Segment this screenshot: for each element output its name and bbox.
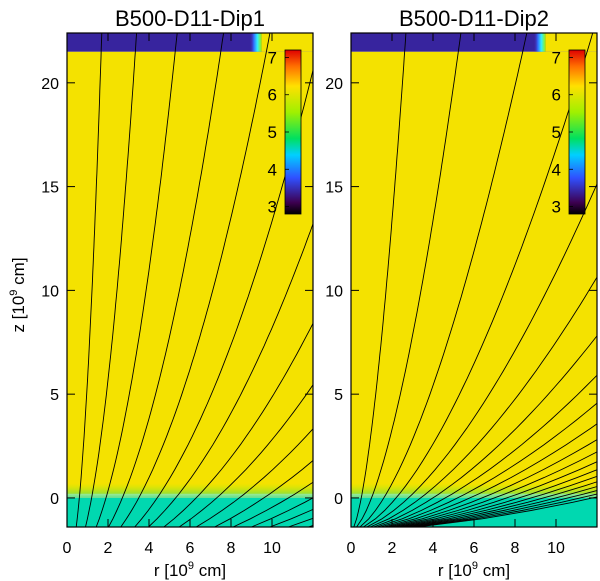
panel-1-colorbar-tick-label: 5 xyxy=(268,123,277,142)
panel-2-x-axis-label: r [109 cm] xyxy=(438,560,510,580)
panel-1-title: B500-D11-Dip1 xyxy=(115,6,265,31)
panel-1-colorbar-tick-label: 6 xyxy=(268,86,277,105)
panel-2-field-line xyxy=(380,402,597,527)
panel-1-plot-area xyxy=(67,33,313,527)
panel-1-field-line xyxy=(163,322,313,527)
panel-1-top-boundary-edge xyxy=(249,33,262,52)
panel-2-x-tick-label: 4 xyxy=(429,540,438,557)
panel-2-x-tick-label: 6 xyxy=(470,540,479,557)
panel-1-transition-region xyxy=(67,483,313,498)
panel-1-y-tick-label: 20 xyxy=(41,76,59,93)
panel-1-x-tick-label: 6 xyxy=(186,540,195,557)
panel-2-top-boundary-edge xyxy=(533,33,546,52)
panel-1-colorbar-tick-label: 3 xyxy=(268,198,277,217)
panel-1-field-line xyxy=(195,428,313,527)
panel-1-field-line xyxy=(95,33,178,527)
panel-2-field-line xyxy=(370,276,597,527)
panel-1-y-axis-label: z [109 cm] xyxy=(8,257,28,332)
panel-1-field-line xyxy=(120,33,271,527)
panel-2-y-tick-label: 0 xyxy=(334,491,343,508)
panel-1-axes: 0 2 4 6 8 10 0 5 10 15 20 xyxy=(41,32,314,557)
panel-2-axes: 0 2 4 6 8 10 0 5 10 15 20 xyxy=(325,32,598,557)
panel-2-field-line xyxy=(356,33,462,527)
panel-1-y-tick-label: 10 xyxy=(41,283,59,300)
panel-2-field-line xyxy=(386,439,597,527)
panel-1-colorbar: 3 4 5 6 7 xyxy=(268,48,302,217)
panel-2-y-tick-label: 5 xyxy=(334,387,343,404)
panel-1-colorbar-tick-label: 7 xyxy=(268,48,277,67)
panel-2-field-line xyxy=(383,423,597,527)
panel-2-plot-area xyxy=(351,33,597,527)
panel-2-colorbar-tick-label: 4 xyxy=(552,160,561,179)
panel-1-x-axis-label: r [109 cm] xyxy=(154,560,226,580)
panel-2-x-tick-label: 8 xyxy=(511,540,520,557)
panel-1-x-tick-label: 4 xyxy=(145,540,154,557)
panel-2-colorbar: 3 4 5 6 7 xyxy=(552,48,586,217)
panel-2-x-tick-label: 10 xyxy=(547,540,565,557)
panel-2-x-tick-label: 2 xyxy=(388,540,397,557)
panel-2-field-line xyxy=(366,182,597,527)
panel-1-x-tick-label: 10 xyxy=(263,540,281,557)
panel-1-y-tick-label: 5 xyxy=(50,387,59,404)
panel-1-corona-region xyxy=(67,51,313,494)
panel-1-field-line xyxy=(178,384,313,527)
panel-1-x-tick-label: 0 xyxy=(63,540,72,557)
panel-1-field-line xyxy=(134,68,313,527)
panel-2-field-lines xyxy=(351,33,597,527)
panel-2-y-tick-label: 10 xyxy=(325,283,343,300)
panel-2-colorbar-tick-label: 7 xyxy=(552,48,561,67)
panel-1-field-line xyxy=(85,33,138,527)
panel-2-y-tick-label: 20 xyxy=(325,76,343,93)
panel-2-y-tick-label: 15 xyxy=(325,180,343,197)
panel-1-field-lines xyxy=(67,33,313,527)
panel-2-title: B500-D11-Dip2 xyxy=(399,6,549,31)
panel-2-field-line xyxy=(359,33,528,527)
panel-2-field-line xyxy=(373,335,597,527)
panel-1-x-tick-label: 8 xyxy=(227,540,236,557)
panel-1-field-line xyxy=(148,222,313,527)
panel-1-field-line xyxy=(108,33,225,527)
panel-1: B500-D11-Dip1 0 2 4 6 8 10 0 5 10 15 20 3 4 5 6 7 r [1… xyxy=(8,6,314,580)
panel-2-colorbar-tick-label: 6 xyxy=(552,86,561,105)
panel-2: B500-D11-Dip2 0 2 4 6 8 10 0 5 10 15 20 3 4 5 6 7 r [1… xyxy=(325,6,598,580)
panel-1-field-line xyxy=(75,33,103,527)
panel-2-colorbar-tick-label: 3 xyxy=(552,198,561,217)
panel-2-field-line xyxy=(376,374,597,527)
panel-1-x-tick-label: 2 xyxy=(104,540,113,557)
panel-2-x-tick-label: 0 xyxy=(347,540,356,557)
panel-1-y-tick-label: 15 xyxy=(41,180,59,197)
panel-1-colorbar-tick-label: 4 xyxy=(268,160,277,179)
panel-2-field-line xyxy=(363,33,594,527)
panel-1-y-tick-label: 0 xyxy=(50,491,59,508)
panel-2-field-line xyxy=(353,33,407,527)
panel-2-colorbar-tick-label: 5 xyxy=(552,123,561,142)
